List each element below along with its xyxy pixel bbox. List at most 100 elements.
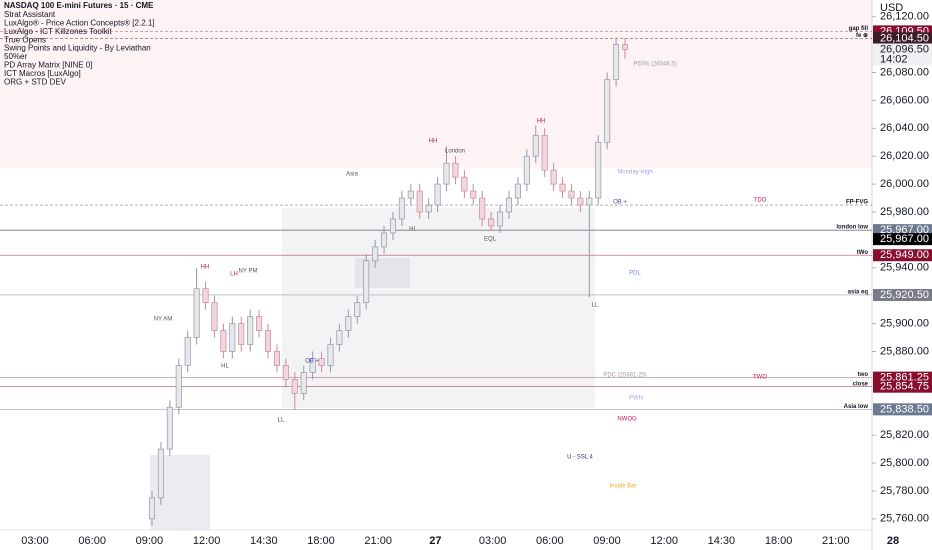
chart-title: NASDAQ 100 E-mini Futures · 15 · CME xyxy=(4,1,154,10)
candle-body xyxy=(532,134,539,157)
price-tag xyxy=(873,371,932,384)
level-tag: london low xyxy=(836,225,868,231)
candle-body xyxy=(291,379,298,394)
candle-body xyxy=(389,218,396,234)
candle-body xyxy=(336,330,343,345)
candle-body xyxy=(345,316,352,331)
annotation: Inside Bar xyxy=(609,484,636,490)
candle-body xyxy=(470,190,477,199)
candle-body xyxy=(523,155,530,185)
annotation: London xyxy=(445,149,465,155)
annotation: HH xyxy=(537,119,546,125)
annotation: HL xyxy=(409,227,417,233)
level-tag: fe ⊕ xyxy=(856,33,868,39)
y-tick-label: 26,040.00 xyxy=(880,122,929,134)
x-tick-label: 06:00 xyxy=(78,535,106,547)
level-tag: asia eq xyxy=(848,290,869,296)
annotation: LL xyxy=(278,418,285,424)
annotation: LL xyxy=(592,303,599,309)
y-tick-label: 25,900.00 xyxy=(880,317,929,329)
candle-body xyxy=(372,246,379,262)
level-tag: FP-FVG xyxy=(846,200,868,206)
session-box xyxy=(282,208,595,408)
candle-body xyxy=(604,79,611,143)
candle-body xyxy=(318,358,325,366)
candle-body xyxy=(166,406,173,450)
annotation: TDO xyxy=(754,198,767,204)
indicator-label: Swing Points and Liquidity - By Leviatha… xyxy=(4,44,151,53)
x-tick-label: 14:30 xyxy=(250,535,278,547)
candle-body xyxy=(497,211,504,227)
candle-body xyxy=(550,169,557,185)
price-tag-label: 25,920.50 xyxy=(880,289,929,301)
candle-body xyxy=(613,44,620,80)
annotation: LH xyxy=(230,272,238,278)
y-tick-label: 25,820.00 xyxy=(880,429,929,441)
candle-body xyxy=(586,197,593,206)
price-tag-label: 25,967.00 xyxy=(880,233,929,245)
candle-body xyxy=(256,316,263,331)
price-tag-label: 25,949.00 xyxy=(880,249,929,261)
candle-body xyxy=(264,330,272,352)
candle-body xyxy=(157,448,164,499)
price-tag xyxy=(873,380,932,393)
annotation: OB + xyxy=(613,200,627,206)
x-tick-label: 03:00 xyxy=(21,535,49,547)
annotation: NWOG xyxy=(617,417,637,423)
price-tag-label: 25,838.50 xyxy=(880,403,929,415)
candle-body xyxy=(273,351,280,366)
candle-body xyxy=(363,260,370,304)
candle-body xyxy=(282,365,289,380)
x-tick-label: 14:30 xyxy=(708,535,736,547)
indicator-label: Strat Assistant xyxy=(4,10,56,19)
annotation: NY AM xyxy=(154,317,173,323)
candle-body xyxy=(595,141,602,199)
countdown: 14:02 xyxy=(880,53,908,65)
annotation: HH xyxy=(429,139,438,145)
y-tick-label: 26,080.00 xyxy=(880,66,929,78)
candle-body xyxy=(416,190,423,213)
indicator-label: LuxAlgo - ICT Killzones Toolkit xyxy=(4,27,113,36)
indicator-label: ICT Macros [LuxAlgo] xyxy=(4,69,81,78)
annotation: P50% (26048.5) xyxy=(633,62,676,68)
annotation: Asia xyxy=(346,172,358,178)
candle-body xyxy=(184,337,191,366)
currency: USD xyxy=(880,2,903,14)
last-price-tag xyxy=(873,43,932,66)
x-tick-label: 21:00 xyxy=(364,535,392,547)
annotation: Monday High xyxy=(617,170,652,176)
price-tag xyxy=(873,25,932,38)
x-tick-label: 09:00 xyxy=(593,535,621,547)
annotation: OB + xyxy=(305,359,319,365)
premium-zone xyxy=(0,0,872,168)
candle-body xyxy=(559,183,566,192)
candle-body xyxy=(211,302,218,331)
price-tag xyxy=(873,288,932,301)
price-tag xyxy=(873,403,932,416)
y-tick-label: 25,980.00 xyxy=(880,206,929,218)
candle-body xyxy=(327,344,334,366)
candle-body xyxy=(220,330,227,352)
candle-body xyxy=(238,323,245,345)
annotation: PWH xyxy=(629,396,643,402)
price-tag-label: 26,109.50 xyxy=(880,25,929,37)
price-tag xyxy=(873,249,932,262)
candle-body xyxy=(577,197,584,206)
candle-body xyxy=(398,197,405,220)
x-tick-label: 27 xyxy=(429,535,441,547)
candle-body xyxy=(434,183,441,206)
level-tag: gap fill xyxy=(849,26,869,32)
price-tag xyxy=(873,233,932,246)
candle-body xyxy=(175,365,182,408)
annotation: EQL xyxy=(484,237,497,243)
indicator-label: ORG + STD DEV xyxy=(4,77,67,86)
candle-body xyxy=(461,176,468,192)
candle-body xyxy=(452,162,459,178)
candle-body xyxy=(354,302,361,317)
y-tick-label: 26,120.00 xyxy=(880,11,929,23)
candle-body xyxy=(425,204,432,213)
indicator-label: PD Array Matrix [NINE 0] xyxy=(4,61,92,70)
price-tag-label: 25,861.25 xyxy=(880,372,929,384)
indicator-label: 50%er xyxy=(4,52,27,61)
